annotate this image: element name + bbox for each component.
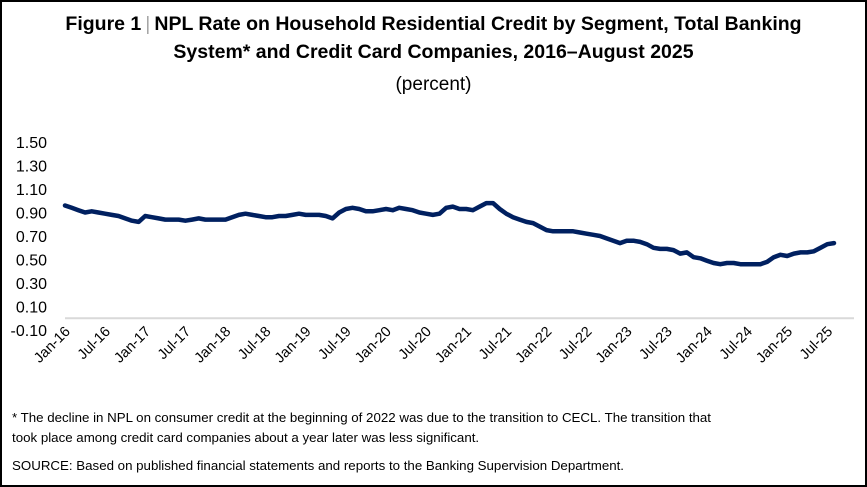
x-tick-label: Jan-21: [432, 324, 475, 367]
footnote-line-1: * The decline in NPL on consumer credit …: [12, 410, 712, 425]
y-tick-label: 0.70: [16, 229, 47, 246]
x-tick-label: Jul-24: [717, 324, 756, 363]
y-tick-label: 1.30: [16, 159, 47, 176]
title-line-1: Figure 1 | NPL Rate on Household Residenti…: [0, 10, 867, 38]
series-line-npl-rate: [62, 200, 837, 267]
figure-label: Figure 1: [65, 13, 142, 35]
footnote: * The decline in NPL on consumer credit …: [12, 408, 857, 448]
source-note: SOURCE: Based on published financial sta…: [12, 458, 624, 473]
y-tick-label: 0.30: [16, 276, 47, 293]
figure-subtitle: (percent): [395, 74, 472, 95]
x-tick-label: Jan-20: [352, 324, 395, 367]
x-tick-label: Jul-25: [797, 324, 836, 363]
title-text-1: NPL Rate on Household Residential Credit…: [154, 13, 802, 35]
x-tick-label: Jul-18: [235, 324, 274, 363]
x-tick-label: Jul-21: [476, 324, 515, 363]
y-tick-label: -0.10: [11, 323, 48, 340]
title-separator: |: [145, 13, 151, 35]
x-tick-label: Jul-19: [315, 324, 354, 363]
y-tick-label: 0.10: [16, 300, 47, 317]
x-tick-label: Jul-20: [396, 324, 435, 363]
footnote-line-2: took place among credit card companies a…: [12, 430, 480, 445]
y-tick-label: 0.90: [16, 206, 47, 223]
x-tick-label: Jan-18: [192, 324, 235, 367]
x-tick-label: Jan-24: [673, 324, 716, 367]
x-tick-label: Jan-25: [753, 324, 796, 367]
x-tick-label: Jan-17: [111, 324, 154, 367]
y-tick-label: 1.50: [16, 135, 47, 152]
x-tick-label: Jul-17: [155, 324, 194, 363]
y-tick-label: 0.50: [16, 253, 47, 270]
x-tick-label: Jan-22: [513, 324, 556, 367]
title-line-2: System* and Credit Card Companies, 2016–…: [173, 41, 694, 63]
y-axis: 1.50 1.30 1.10 0.90 0.70 0.50 0.30 0.10 -0.10: [11, 135, 48, 340]
y-tick-label: 1.10: [16, 182, 47, 199]
x-tick-label: Jan-19: [272, 324, 315, 367]
line-chart: 1.50 1.30 1.10 0.90 0.70 0.50 0.30 0.10 -0.10 Ja…: [11, 135, 854, 367]
figure-title: Figure 1 | NPL Rate on Household Residenti…: [0, 10, 867, 66]
x-tick-label: Jan-23: [593, 324, 636, 367]
x-tick-label: Jul-16: [75, 324, 114, 363]
x-tick-label: Jul-22: [556, 324, 595, 363]
x-tick-label: Jul-23: [636, 324, 675, 363]
